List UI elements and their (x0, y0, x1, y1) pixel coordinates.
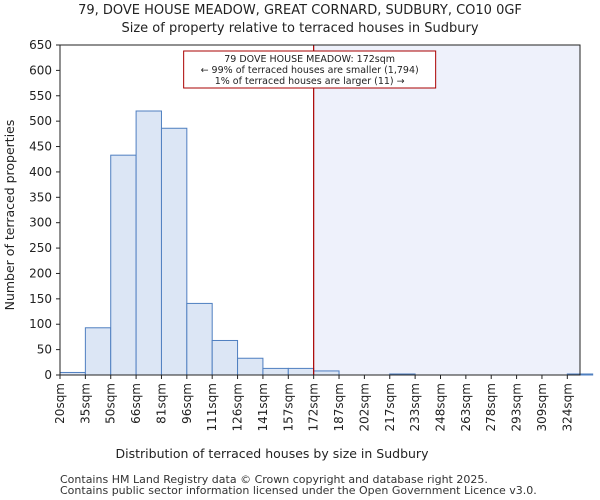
annotation-line-3: 1% of terraced houses are larger (11) → (215, 76, 405, 87)
plot-frame (59, 44, 581, 376)
bar-172sqm (313, 370, 340, 376)
x-tick-label: 81sqm (154, 383, 168, 424)
bar-50sqm (110, 154, 137, 376)
annotation-border (183, 50, 437, 89)
annotation-line-2: ← 99% of terraced houses are smaller (1,… (201, 65, 419, 76)
y-tick-label: 450 (29, 140, 52, 154)
bar-126sqm (237, 357, 264, 376)
x-tick-label: 35sqm (78, 383, 92, 424)
x-tick-label: 157sqm (281, 383, 295, 431)
x-tick-label: 111sqm (205, 383, 219, 431)
x-tick-label: 172sqm (307, 383, 321, 431)
y-tick-label: 400 (29, 165, 52, 179)
x-tick-label: 20sqm (53, 383, 67, 424)
y-tick-label: 100 (29, 317, 52, 331)
x-axis-ticks: 20sqm 35sqm 50sqm 66sqm 81sqm 96sqm 111sqm 126s… (53, 375, 574, 431)
bar-111sqm (211, 339, 239, 376)
larger-region-highlight (313, 45, 580, 375)
x-tick-label: 278sqm (484, 383, 498, 431)
y-tick-label: 500 (29, 114, 52, 128)
y-tick-label: 150 (29, 292, 52, 306)
y-tick-label: 250 (29, 241, 52, 255)
x-tick-label: 217sqm (383, 383, 397, 431)
y-tick-label: 600 (29, 63, 52, 77)
bars-group (59, 110, 594, 376)
x-tick-label: 233sqm (408, 383, 422, 431)
y-axis-label: Number of terraced properties (2, 120, 17, 311)
y-tick-label: 300 (29, 216, 52, 230)
y-tick-label: 550 (29, 89, 52, 103)
x-axis-label: Distribution of terraced houses by size … (116, 446, 430, 461)
x-tick-label: 324sqm (560, 383, 574, 431)
bar-141sqm (262, 367, 289, 376)
chart-title: 79, DOVE HOUSE MEADOW, GREAT CORNARD, SU… (78, 3, 522, 18)
bar-81sqm (160, 127, 188, 376)
bar-96sqm (186, 302, 213, 376)
chart-subtitle: Size of property relative to terraced ho… (121, 21, 478, 36)
x-tick-label: 293sqm (510, 383, 524, 431)
y-tick-label: 650 (29, 38, 52, 52)
annotation-box: 79 DOVE HOUSE MEADOW: 172sqm ← 99% of te… (183, 50, 437, 89)
bar-66sqm (135, 110, 162, 376)
y-tick-label: 50 (37, 343, 52, 357)
footer-licence: Contains public sector information licen… (60, 484, 537, 497)
annotation-line-1: 79 DOVE HOUSE MEADOW: 172sqm (224, 54, 395, 65)
footer-copyright: Contains HM Land Registry data © Crown c… (60, 473, 488, 486)
x-tick-label: 309sqm (535, 383, 549, 431)
bar-157sqm (287, 367, 315, 376)
x-tick-label: 126sqm (231, 383, 245, 431)
x-tick-label: 187sqm (332, 383, 346, 431)
x-tick-label: 66sqm (129, 383, 143, 424)
bar-35sqm (84, 327, 112, 376)
y-tick-label: 0 (44, 368, 52, 382)
y-axis-ticks: 0 50 100 150 200 250 300 350 400 450 500 550 600 650 (29, 38, 60, 382)
y-tick-label: 200 (29, 266, 52, 280)
x-tick-label: 248sqm (433, 383, 447, 431)
x-tick-label: 202sqm (357, 383, 371, 431)
x-tick-label: 50sqm (104, 383, 118, 424)
x-tick-label: 263sqm (459, 383, 473, 431)
x-tick-label: 96sqm (180, 383, 194, 424)
y-tick-label: 350 (29, 190, 52, 204)
x-tick-label: 141sqm (256, 383, 270, 431)
